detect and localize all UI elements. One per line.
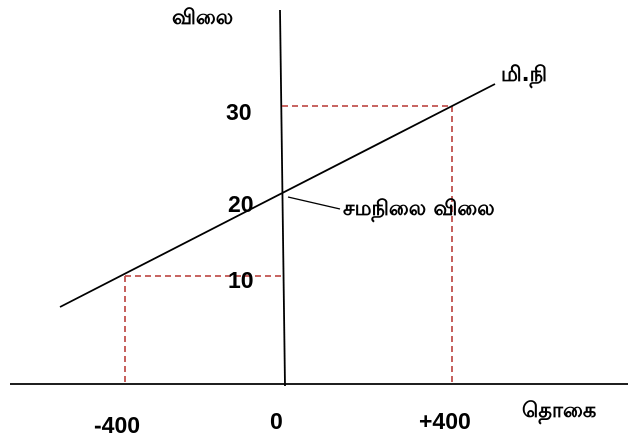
x-tick-plus400: +400: [419, 408, 471, 434]
x-axis-label: தொகை: [522, 398, 597, 422]
y-tick-20: 20: [228, 191, 254, 217]
x-tick-0: 0: [270, 408, 283, 434]
x-tick-minus400: -400: [94, 412, 141, 438]
equilibrium-pointer: [287, 196, 341, 210]
equilibrium-label: சமநிலை விலை: [343, 196, 495, 220]
y-tick-10: 10: [228, 267, 254, 293]
y-axis-label: விலை: [172, 5, 234, 29]
line-label: மி.நி: [501, 62, 548, 86]
supply-line: [59, 83, 496, 308]
y-tick-30: 30: [226, 99, 252, 125]
y-axis: [279, 9, 286, 387]
